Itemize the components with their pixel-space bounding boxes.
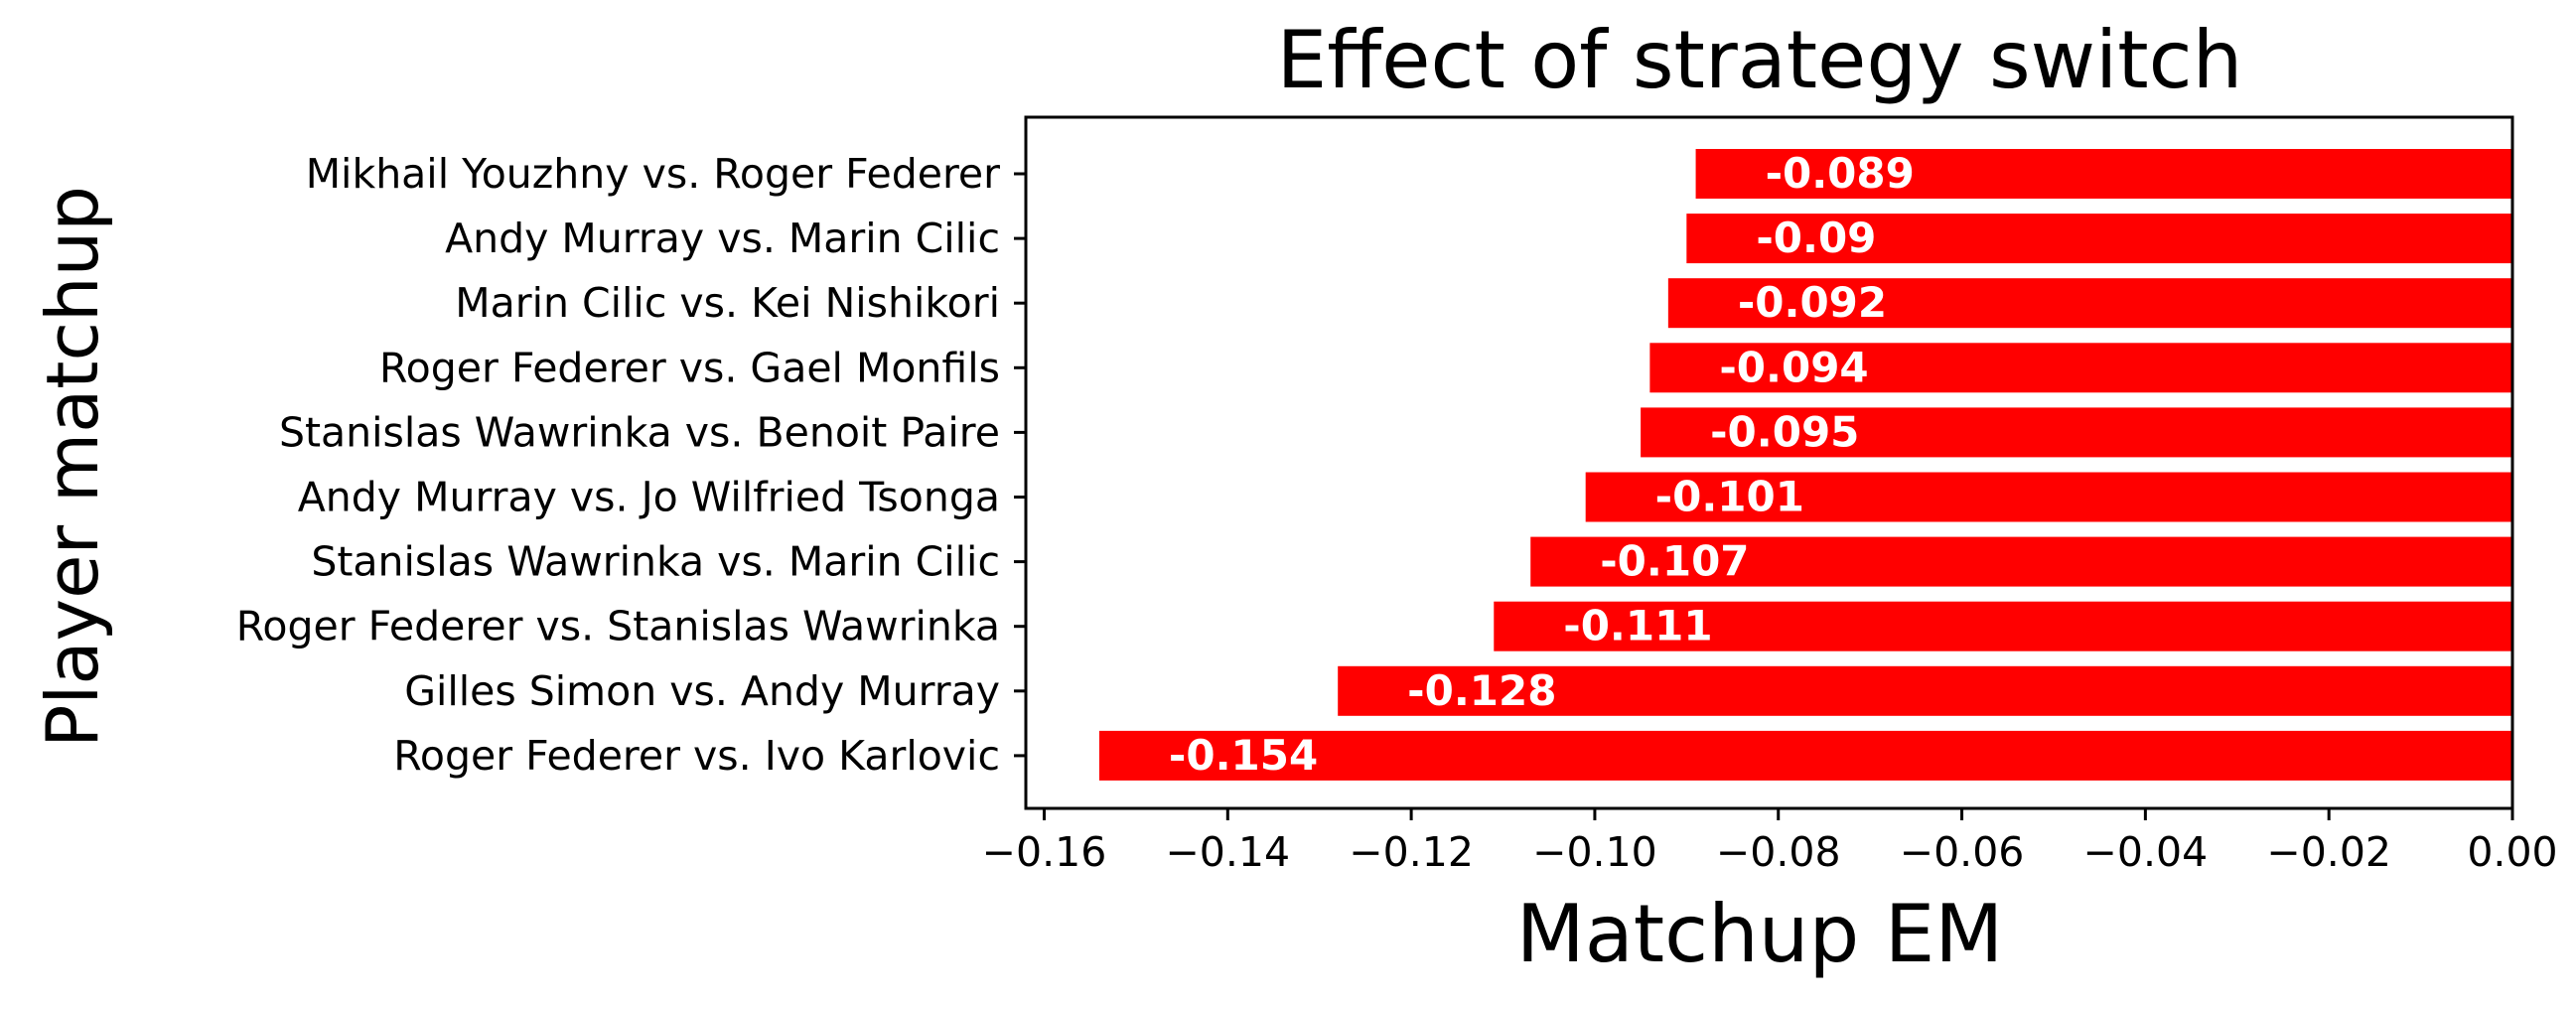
- category-label: Gilles Simon vs. Andy Murray: [404, 667, 1000, 715]
- category-label: Roger Federer vs. Gael Monfils: [379, 344, 1000, 391]
- category-label: Mikhail Youzhny vs. Roger Federer: [306, 150, 1000, 198]
- x-tick-label: −0.04: [2083, 828, 2209, 876]
- bar: [1530, 536, 2512, 587]
- chart-title: Effect of strategy switch: [1277, 14, 2243, 106]
- category-label: Roger Federer vs. Ivo Karlovic: [393, 732, 1000, 780]
- category-label: Marin Cilic vs. Kei Nishikori: [455, 279, 1000, 327]
- bars-layer: -0.089 -0.09 -0.092 -0.094 -0.095 -0.101 -0.10…: [1098, 149, 2512, 781]
- bar-value-label: -0.089: [1766, 149, 1915, 198]
- bar-value-label: -0.095: [1710, 407, 1859, 456]
- bar: [1667, 278, 2512, 329]
- bar: [1098, 730, 2512, 781]
- y-axis-label: Player matchup: [31, 186, 114, 748]
- category-label: Andy Murray vs. Jo Wilfried Tsonga: [298, 474, 1000, 521]
- bar-value-label: -0.128: [1407, 666, 1556, 715]
- bar-value-label: -0.154: [1169, 731, 1318, 780]
- category-label: Roger Federer vs. Stanislas Wawrinka: [236, 603, 1000, 650]
- bar-value-label: -0.107: [1600, 537, 1749, 586]
- x-ticks-layer: −0.16 −0.14 −0.12 −0.10 −0.08 −0.06 −0.04 −0.02…: [982, 808, 2558, 876]
- bar-value-label: -0.09: [1756, 214, 1876, 262]
- bar: [1649, 343, 2512, 393]
- bar-value-label: -0.094: [1719, 343, 1868, 391]
- x-tick-label: −0.06: [1900, 828, 2025, 876]
- x-tick-label: −0.14: [1165, 828, 1290, 876]
- bar: [1695, 149, 2512, 199]
- bar: [1494, 601, 2512, 651]
- x-tick-label: −0.12: [1349, 828, 1474, 876]
- category-label: Stanislas Wawrinka vs. Benoit Paire: [279, 408, 1000, 456]
- bar: [1641, 407, 2512, 458]
- category-label: Stanislas Wawrinka vs. Marin Cilic: [311, 538, 1000, 586]
- x-tick-label: −0.16: [982, 828, 1107, 876]
- category-labels-layer: Mikhail Youzhny vs. Roger Federer Andy Mu…: [236, 150, 1026, 780]
- category-label: Andy Murray vs. Marin Cilic: [445, 215, 1000, 262]
- bar-value-label: -0.092: [1738, 278, 1887, 327]
- bar: [1338, 665, 2512, 716]
- bar-value-label: -0.101: [1655, 473, 1804, 521]
- x-tick-label: −0.08: [1716, 828, 1841, 876]
- x-tick-label: −0.10: [1532, 828, 1657, 876]
- x-axis-label: Matchup EM: [1516, 888, 2004, 980]
- bar: [1686, 214, 2512, 264]
- plot-frame: [1024, 115, 2514, 810]
- bar: [1585, 472, 2512, 522]
- bar-value-label: -0.111: [1563, 602, 1712, 650]
- x-tick-label: −0.02: [2266, 828, 2391, 876]
- x-tick-label: 0.00: [2467, 828, 2557, 876]
